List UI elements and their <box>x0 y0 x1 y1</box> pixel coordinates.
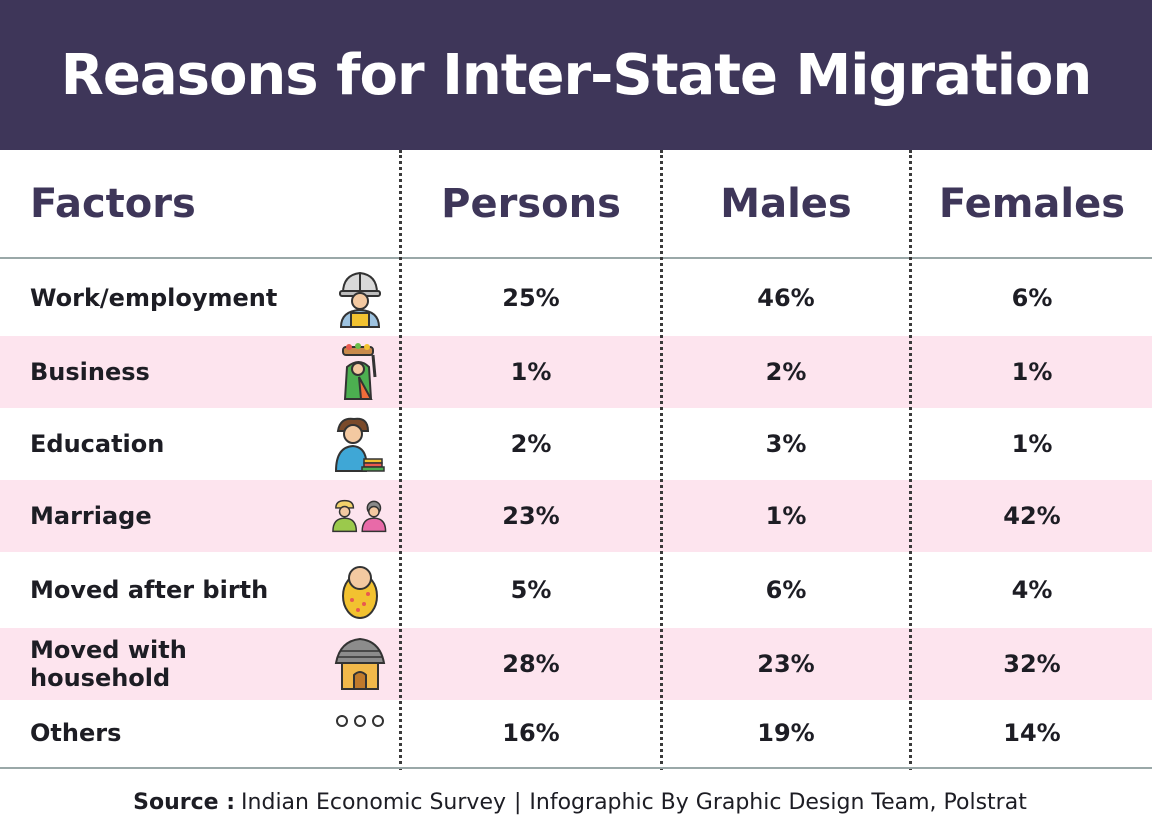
couple-icon <box>330 480 390 552</box>
factor-label: Work/employment <box>30 284 278 312</box>
construction-worker-icon <box>330 260 390 336</box>
factor-label: Moved with household <box>30 636 187 692</box>
persons-value: 25% <box>502 284 560 312</box>
females-value: 1% <box>1011 358 1053 386</box>
table-bottom-divider <box>0 767 1152 769</box>
header-factors: Factors <box>30 181 196 227</box>
factor-label: Business <box>30 358 150 386</box>
females-value: 6% <box>1011 284 1053 312</box>
persons-value: 23% <box>502 502 560 530</box>
factor-label: Education <box>30 430 165 458</box>
header-persons: Persons <box>441 181 621 227</box>
persons-value: 2% <box>510 430 552 458</box>
more-dots-icon <box>330 700 390 766</box>
table-row: Education 2% 3% 1% <box>0 408 1152 480</box>
table-row: Business 1% 2% 1% <box>0 336 1152 408</box>
factor-label: Marriage <box>30 502 152 530</box>
table-row: Moved with household 28% 23% 32% <box>0 628 1152 700</box>
hut-icon <box>330 628 390 700</box>
factor-label: Moved after birth <box>30 576 269 604</box>
footer-separator: | <box>514 789 522 815</box>
table-row: Others 16% 19% 14% <box>0 700 1152 766</box>
persons-value: 1% <box>510 358 552 386</box>
females-value: 14% <box>1003 719 1061 747</box>
females-value: 4% <box>1011 576 1053 604</box>
males-value: 19% <box>757 719 815 747</box>
baby-icon <box>330 552 390 628</box>
footer-credit: Infographic By Graphic Design Team, Pols… <box>529 789 1027 815</box>
males-value: 2% <box>765 358 807 386</box>
title-banner: Reasons for Inter-State Migration <box>0 0 1152 150</box>
header-divider <box>0 257 1152 259</box>
persons-value: 5% <box>510 576 552 604</box>
table-row: Marriage 23% 1% 42% <box>0 480 1152 552</box>
migration-table: Factors Persons Males Females Work/emplo… <box>0 150 1152 770</box>
source-label: Source : <box>133 789 236 815</box>
females-value: 42% <box>1003 502 1061 530</box>
header-males: Males <box>720 181 852 227</box>
females-value: 32% <box>1003 650 1061 678</box>
column-divider <box>660 150 663 770</box>
males-value: 3% <box>765 430 807 458</box>
table-row: Work/employment 25% 46% 6% <box>0 260 1152 336</box>
persons-value: 28% <box>502 650 560 678</box>
page-title: Reasons for Inter-State Migration <box>60 42 1093 108</box>
table-row: Moved after birth 5% 6% 4% <box>0 552 1152 628</box>
column-divider <box>399 150 402 770</box>
females-value: 1% <box>1011 430 1053 458</box>
males-value: 23% <box>757 650 815 678</box>
student-icon <box>330 408 390 480</box>
males-value: 6% <box>765 576 807 604</box>
vendor-woman-icon <box>330 336 390 408</box>
males-value: 46% <box>757 284 815 312</box>
footer-source: Source : Indian Economic Survey | Infogr… <box>0 782 1160 822</box>
males-value: 1% <box>765 502 807 530</box>
header-females: Females <box>938 181 1126 227</box>
column-divider <box>909 150 912 770</box>
table-header: Factors Persons Males Females <box>0 150 1152 258</box>
factor-label: Others <box>30 719 122 747</box>
persons-value: 16% <box>502 719 560 747</box>
source-value: Indian Economic Survey <box>241 789 506 815</box>
